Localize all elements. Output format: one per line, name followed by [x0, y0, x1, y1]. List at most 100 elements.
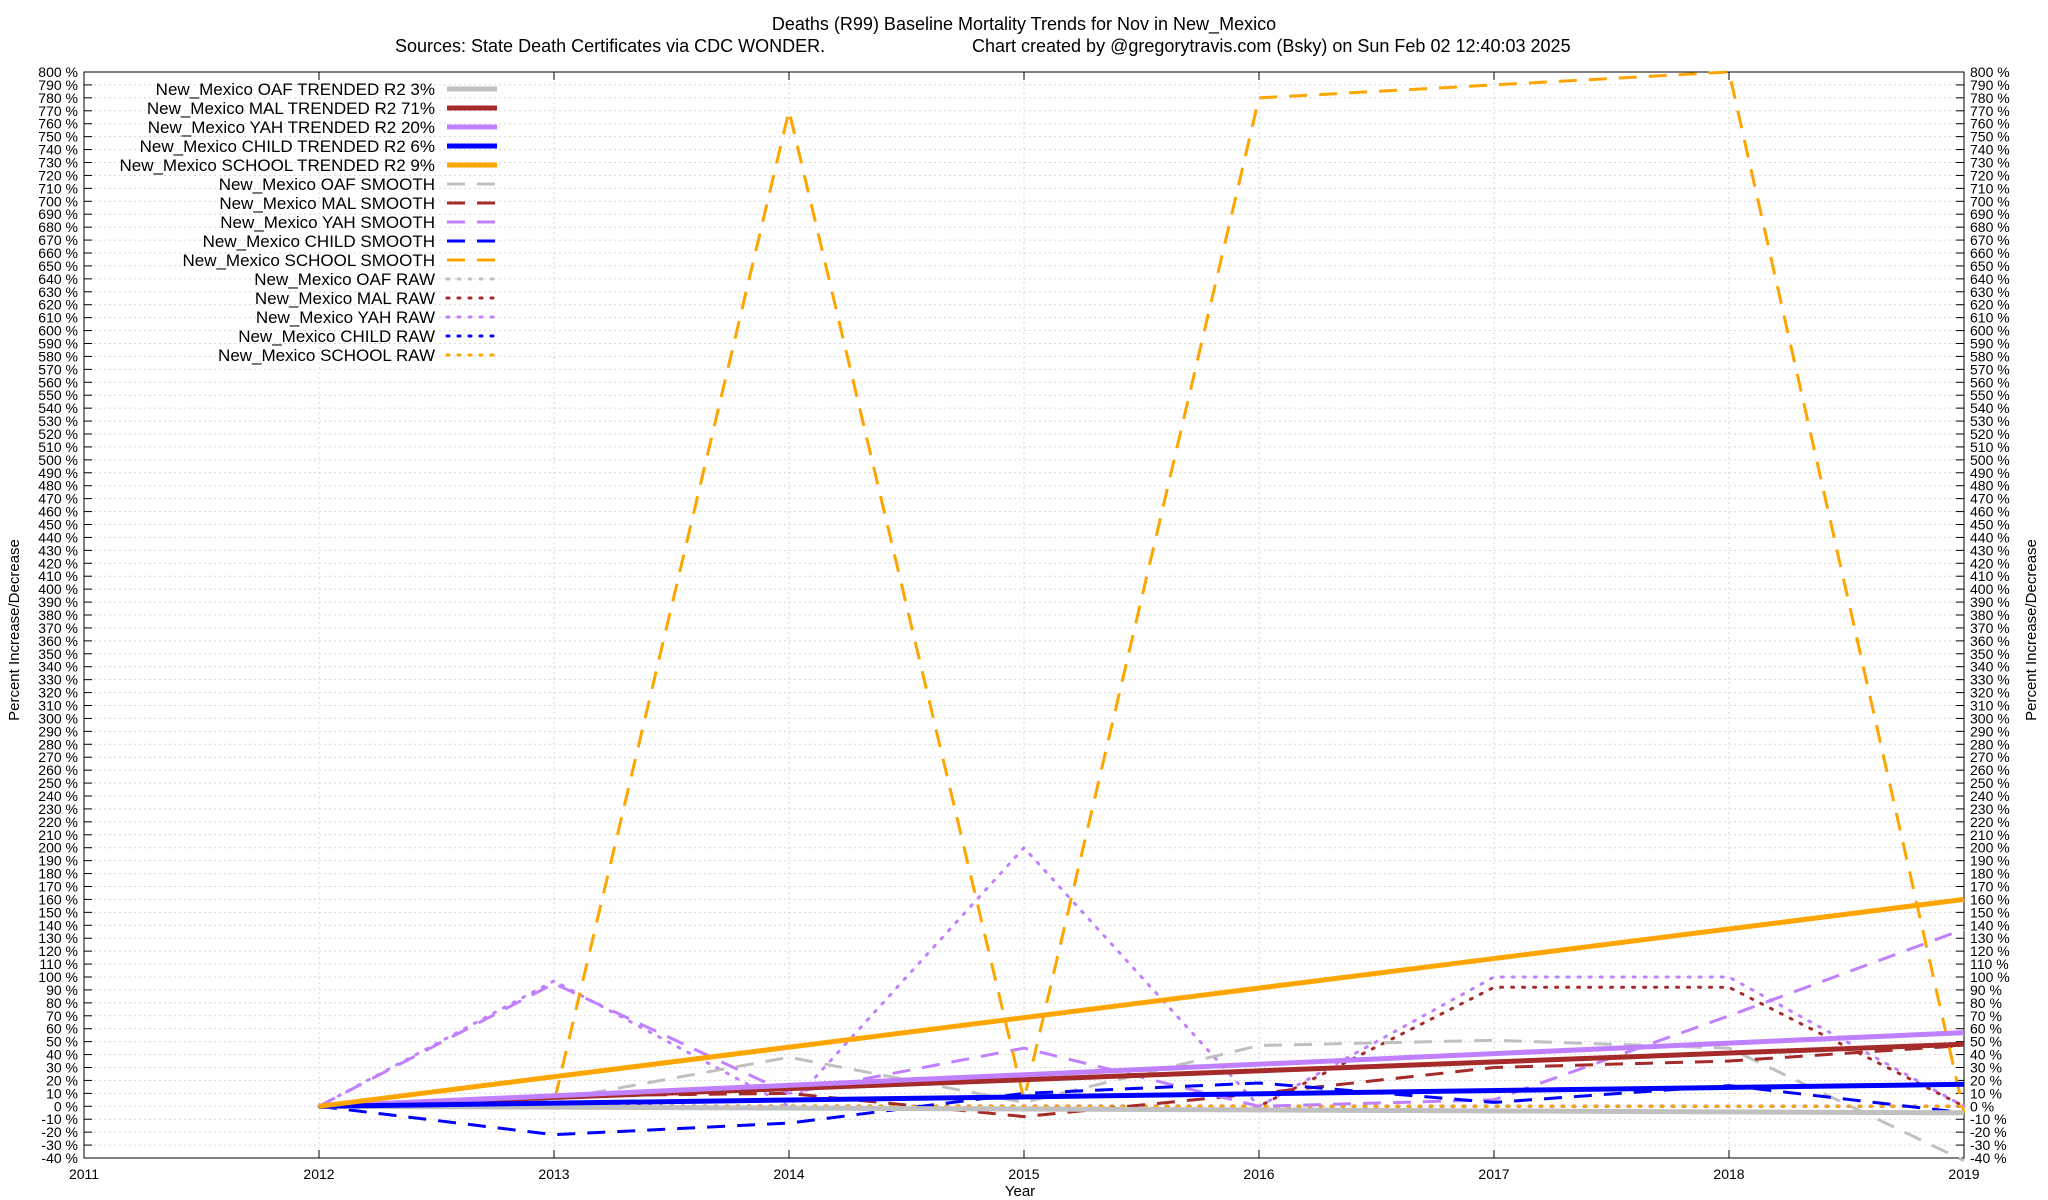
y-tick-label-right: 730 %: [1970, 155, 2010, 171]
y-tick-label-right: 700 %: [1970, 193, 2010, 209]
y-tick-label-right: 720 %: [1970, 167, 2010, 183]
y-tick-label-right: 520 %: [1970, 426, 2010, 442]
y-tick-label-left: 10 %: [46, 1085, 78, 1101]
y-tick-label-right: 50 %: [1970, 1034, 2002, 1050]
y-tick-label-left: 130 %: [38, 930, 78, 946]
y-tick-label-right: 170 %: [1970, 879, 2010, 895]
y-tick-label-right: 210 %: [1970, 827, 2010, 843]
y-tick-label-right: 70 %: [1970, 1008, 2002, 1024]
y-tick-label-right: 660 %: [1970, 245, 2010, 261]
y-tick-label-right: 610 %: [1970, 310, 2010, 326]
y-tick-label-right: 590 %: [1970, 336, 2010, 352]
y-tick-label-left: 760 %: [38, 116, 78, 132]
legend-label-3: New_Mexico CHILD TRENDED R2 6%: [140, 137, 435, 156]
y-tick-label-left: 550 %: [38, 387, 78, 403]
y-tick-label-right: 350 %: [1970, 646, 2010, 662]
chart-subtitle-credit: Chart created by @gregorytravis.com (Bsk…: [972, 36, 1571, 56]
y-tick-label-left: 140 %: [38, 917, 78, 933]
plot-frame: [83, 71, 1965, 1159]
y-tick-label-left: 110 %: [39, 956, 78, 972]
y-tick-label-left: 180 %: [38, 866, 78, 882]
y-axis-title-right: Percent Increase/Decrease: [2023, 539, 2040, 721]
y-tick-label-left: 390 %: [38, 594, 78, 610]
y-tick-label-left: 510 %: [38, 439, 78, 455]
y-tick-label-right: 340 %: [1970, 659, 2010, 675]
series-line-2: [318, 1030, 1965, 1109]
y-tick-label-right: 280 %: [1970, 736, 2010, 752]
y-tick-label-left: 560 %: [38, 374, 78, 390]
y-tick-label-left: -10 %: [41, 1111, 78, 1127]
y-tick-label-right: 20 %: [1970, 1072, 2002, 1088]
y-tick-label-left: 60 %: [46, 1021, 78, 1037]
y-tick-label-right: 430 %: [1970, 542, 2010, 558]
y-tick-label-right: 640 %: [1970, 271, 2010, 287]
x-tick-label: 2013: [538, 1166, 569, 1182]
y-tick-label-right: 120 %: [1970, 943, 2010, 959]
y-tick-label-right: 570 %: [1970, 361, 2010, 377]
y-tick-label-right: 580 %: [1970, 348, 2010, 364]
series-line-0: [318, 1103, 1965, 1116]
y-tick-label-right: 600 %: [1970, 323, 2010, 339]
y-tick-label-right: -40 %: [1970, 1150, 2007, 1166]
x-tick-label: 2018: [1713, 1166, 1744, 1182]
legend-label-11: New_Mexico MAL RAW: [255, 289, 435, 308]
y-tick-label-left: 150 %: [38, 904, 78, 920]
y-tick-label-left: 470 %: [38, 491, 78, 507]
y-tick-label-right: 440 %: [1970, 529, 2010, 545]
y-tick-label-right: 130 %: [1970, 930, 2010, 946]
y-tick-label-right: 480 %: [1970, 478, 2010, 494]
y-tick-label-right: 10 %: [1970, 1085, 2002, 1101]
y-tick-label-left: 540 %: [38, 400, 78, 416]
y-tick-label-left: 630 %: [38, 284, 78, 300]
legend-label-6: New_Mexico MAL SMOOTH: [219, 194, 435, 213]
y-tick-label-left: 90 %: [46, 982, 78, 998]
y-tick-label-right: 30 %: [1970, 1060, 2002, 1076]
y-tick-label-left: 780 %: [38, 90, 78, 106]
y-tick-label-left: 680 %: [38, 219, 78, 235]
x-axis-title: Year: [1005, 1183, 1035, 1200]
y-tick-label-left: 460 %: [38, 504, 78, 520]
y-tick-label-left: 280 %: [38, 736, 78, 752]
x-tick-label: 2019: [1948, 1166, 1979, 1182]
y-tick-label-left: 200 %: [38, 840, 78, 856]
y-tick-label-right: 0 %: [1970, 1098, 1994, 1114]
legend-label-14: New_Mexico SCHOOL RAW: [218, 346, 435, 365]
y-tick-label-left: 530 %: [38, 413, 78, 429]
y-tick-label-right: 560 %: [1970, 374, 2010, 390]
y-tick-label-right: 60 %: [1970, 1021, 2002, 1037]
y-tick-label-left: 100 %: [38, 969, 78, 985]
x-tick-label: 2014: [773, 1166, 804, 1182]
legend-label-4: New_Mexico SCHOOL TRENDED R2 9%: [119, 156, 435, 175]
x-tick-label: 2017: [1478, 1166, 1509, 1182]
y-tick-label-right: 800 %: [1970, 64, 2010, 80]
y-tick-label-left: 750 %: [38, 129, 78, 145]
y-tick-label-right: 470 %: [1970, 491, 2010, 507]
y-tick-label-left: 310 %: [38, 698, 78, 714]
y-tick-label-right: 300 %: [1970, 710, 2010, 726]
y-tick-label-right: 270 %: [1970, 749, 2010, 765]
y-tick-label-left: 440 %: [38, 529, 78, 545]
y-tick-label-left: 80 %: [46, 995, 78, 1011]
legend-label-7: New_Mexico YAH SMOOTH: [220, 213, 435, 232]
legend-label-8: New_Mexico CHILD SMOOTH: [203, 232, 435, 251]
y-tick-label-right: 380 %: [1970, 607, 2010, 623]
legend: New_Mexico OAF TRENDED R2 3%New_Mexico M…: [119, 80, 499, 365]
y-tick-label-right: 740 %: [1970, 142, 2010, 158]
y-tick-label-left: 800 %: [38, 64, 78, 80]
y-tick-label-right: 390 %: [1970, 594, 2010, 610]
series-line-9: [318, 70, 1966, 1114]
y-tick-label-right: 710 %: [1970, 180, 2010, 196]
y-tick-label-right: 370 %: [1970, 620, 2010, 636]
y-tick-label-left: 600 %: [38, 323, 78, 339]
y-tick-label-left: 190 %: [38, 853, 78, 869]
series-line-4: [318, 896, 1965, 1109]
y-tick-label-left: 480 %: [38, 478, 78, 494]
y-tick-label-right: 110 %: [1970, 956, 2009, 972]
y-tick-label-left: 410 %: [38, 568, 78, 584]
y-tick-label-left: 590 %: [38, 336, 78, 352]
y-tick-label-left: 670 %: [38, 232, 78, 248]
y-tick-label-left: 350 %: [38, 646, 78, 662]
y-tick-label-left: 40 %: [46, 1047, 78, 1063]
y-tick-label-left: 660 %: [38, 245, 78, 261]
